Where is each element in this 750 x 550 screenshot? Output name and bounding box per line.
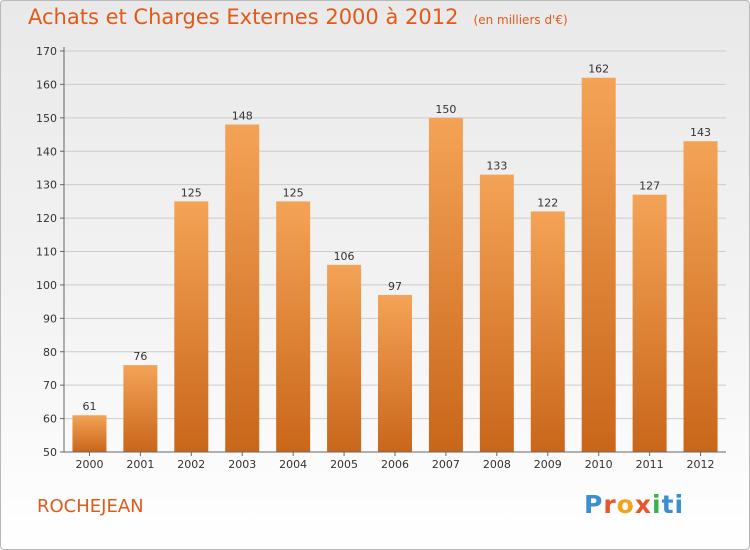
y-tick-label: 170 xyxy=(36,45,57,58)
data-label: 61 xyxy=(82,400,96,413)
x-tick-label: 2005 xyxy=(330,458,358,471)
data-label: 150 xyxy=(435,103,456,116)
bar xyxy=(428,117,463,452)
data-label: 97 xyxy=(388,280,402,293)
data-label: 122 xyxy=(537,196,558,209)
x-tick-label: 2001 xyxy=(126,458,154,471)
data-label: 133 xyxy=(486,160,507,173)
y-tick-label: 50 xyxy=(43,446,57,459)
y-tick-label: 110 xyxy=(36,246,57,259)
bar xyxy=(174,201,209,452)
logo-letter: i xyxy=(652,490,662,519)
x-tick-label: 2004 xyxy=(279,458,307,471)
logo-letter: x xyxy=(634,490,652,519)
data-label: 162 xyxy=(588,63,609,76)
bar xyxy=(276,201,311,452)
x-tick-label: 2009 xyxy=(534,458,562,471)
y-tick-label: 90 xyxy=(43,312,57,325)
bar xyxy=(123,365,158,452)
y-tick-label: 130 xyxy=(36,179,57,192)
bar xyxy=(72,415,107,452)
x-tick-label: 2012 xyxy=(687,458,715,471)
logo-letter: P xyxy=(584,490,604,519)
data-label: 125 xyxy=(283,186,304,199)
y-tick-label: 120 xyxy=(36,212,57,225)
y-tick-label: 160 xyxy=(36,78,57,91)
logo-letter: ti xyxy=(661,490,685,519)
data-label: 76 xyxy=(133,350,147,363)
bar xyxy=(530,211,565,452)
chart-title: Achats et Charges Externes 2000 à 2012 xyxy=(28,5,459,29)
chart-title-group: Achats et Charges Externes 2000 à 2012 (… xyxy=(28,5,568,29)
x-tick-label: 2011 xyxy=(636,458,664,471)
data-label: 106 xyxy=(334,250,355,263)
logo-letter: r xyxy=(603,490,617,519)
data-label: 143 xyxy=(690,126,711,139)
bar xyxy=(581,77,616,452)
bar xyxy=(327,264,362,452)
data-label: 127 xyxy=(639,180,660,193)
axes: 50 60 70 80 90 100 110 120 130 140 150 160 170 2000 20… xyxy=(36,45,726,471)
bar xyxy=(632,194,667,453)
commune-name: ROCHEJEAN xyxy=(37,496,144,517)
y-tick-label: 100 xyxy=(36,279,57,292)
x-tick-label: 2007 xyxy=(432,458,460,471)
bar xyxy=(479,174,514,452)
x-tick-label: 2008 xyxy=(483,458,511,471)
y-tick-label: 60 xyxy=(43,413,57,426)
y-tick-label: 70 xyxy=(43,379,57,392)
bar xyxy=(225,124,260,453)
bar xyxy=(683,141,718,452)
bar xyxy=(378,294,412,452)
x-tick-label: 2006 xyxy=(381,458,409,471)
x-tick-label: 2003 xyxy=(228,458,256,471)
chart-unit: (en milliers d'€) xyxy=(473,13,568,27)
data-label: 125 xyxy=(181,186,202,199)
logo-letter: o xyxy=(616,490,635,519)
y-tick-label: 150 xyxy=(36,112,57,125)
proxiti-logo: Proxiti xyxy=(584,490,684,519)
bars: 61 76 125 148 125 106 97 150 133 122 162 127 143 xyxy=(72,63,718,453)
x-tick-label: 2000 xyxy=(75,458,103,471)
x-tick-label: 2002 xyxy=(177,458,205,471)
y-tick-label: 140 xyxy=(36,145,57,158)
y-tick-label: 80 xyxy=(43,346,57,359)
data-label: 148 xyxy=(232,110,253,123)
x-tick-label: 2010 xyxy=(585,458,613,471)
